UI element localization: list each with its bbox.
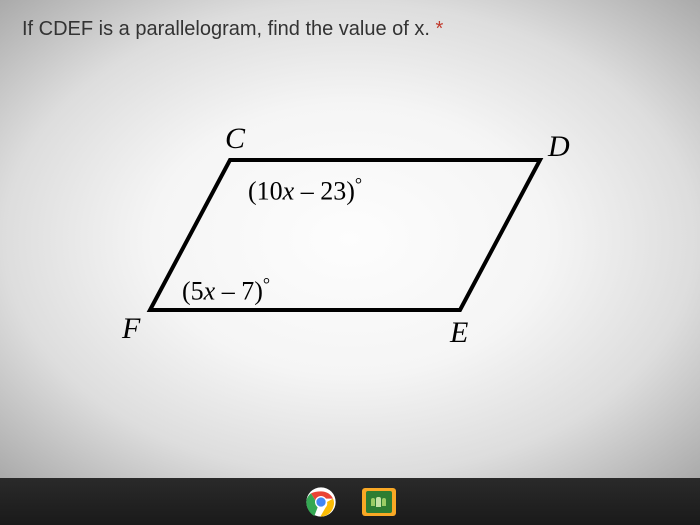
angle-f-b: – 7): [215, 277, 263, 306]
angle-f-deg: °: [263, 274, 270, 294]
angle-f-a: (5: [182, 277, 204, 306]
classroom-figure: [376, 497, 381, 507]
classroom-icon[interactable]: [362, 488, 396, 516]
angle-c-var: x: [283, 177, 295, 206]
parallelogram-svg: [120, 130, 580, 350]
angle-c-deg: °: [355, 174, 362, 194]
required-asterisk: *: [436, 18, 444, 40]
classroom-figure: [371, 498, 375, 506]
vertex-label-f: F: [122, 312, 140, 346]
angle-c-b: – 23): [294, 177, 355, 206]
angle-c-a: (10: [248, 177, 283, 206]
classroom-figure: [382, 498, 386, 506]
question-text: If CDEF is a parallelogram, find the val…: [22, 18, 443, 41]
vertex-label-d: D: [548, 130, 570, 164]
angle-f-var: x: [204, 277, 216, 306]
question-body: If CDEF is a parallelogram, find the val…: [22, 18, 430, 40]
vertex-label-e: E: [450, 316, 468, 350]
parallelogram-diagram: C D E F (10x – 23)° (5x – 7)°: [120, 130, 580, 390]
vertex-label-c: C: [225, 122, 245, 156]
screen-area: If CDEF is a parallelogram, find the val…: [0, 0, 700, 478]
classroom-inner: [366, 491, 392, 513]
taskbar: [0, 478, 700, 525]
angle-label-c: (10x – 23)°: [248, 174, 362, 207]
chrome-icon[interactable]: [305, 486, 337, 518]
angle-label-f: (5x – 7)°: [182, 274, 270, 307]
